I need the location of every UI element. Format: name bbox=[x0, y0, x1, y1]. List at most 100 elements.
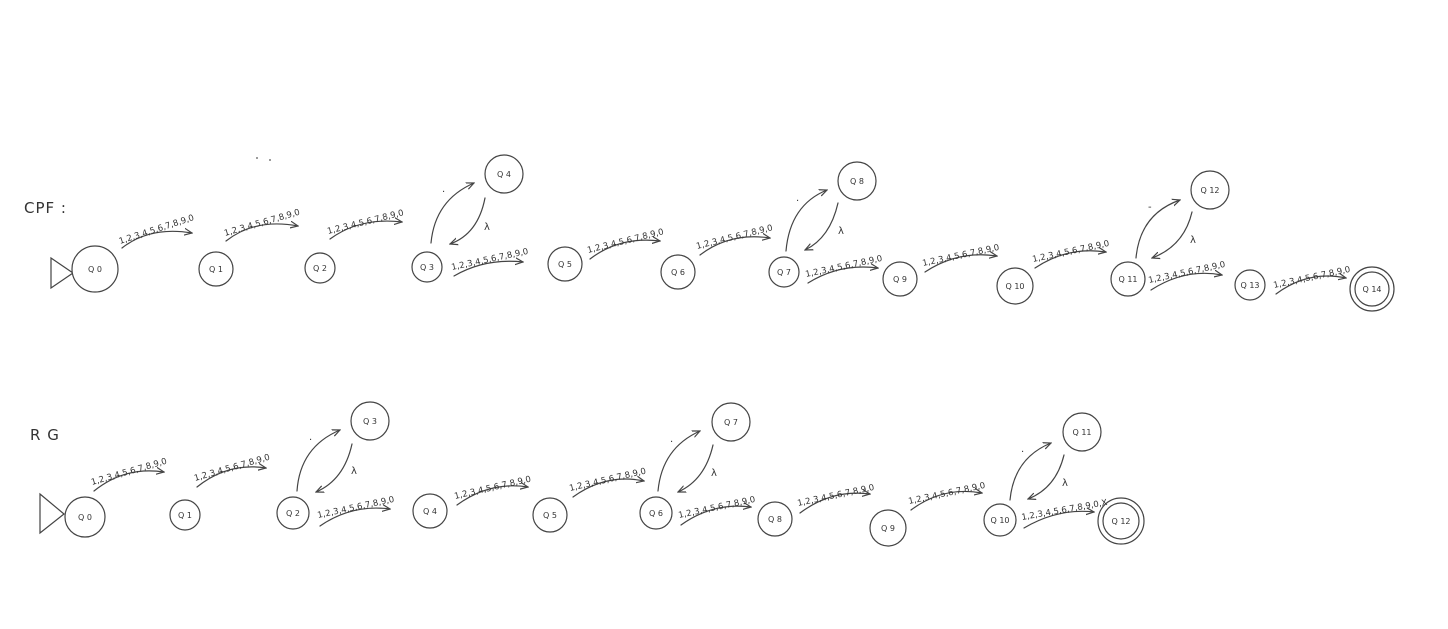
transition-label: λ bbox=[838, 226, 844, 237]
transition-q1-q2: 1,2,3,4,5,6,7,8,9,0 bbox=[223, 208, 301, 242]
state-q10[interactable]: Q 10 bbox=[996, 267, 1034, 305]
state-q8[interactable]: Q 8 bbox=[757, 501, 793, 537]
transition-q2-q3: 1,2,3,4,5,6,7,8,9,0 bbox=[326, 208, 405, 240]
transition-q6-q7: 1,2,3,4,5,6,7,8,9,0 bbox=[695, 223, 774, 256]
transition-label: 1,2,3,4,5,6,7,8,9,0 bbox=[678, 495, 757, 521]
transition-label: . bbox=[670, 434, 673, 445]
state-q2[interactable]: Q 2 bbox=[276, 496, 310, 530]
transition-q1-q2: 1,2,3,4,5,6,7,8,9,0 bbox=[193, 453, 271, 488]
transition-label: λ bbox=[351, 466, 357, 477]
transition-q2-q3: . bbox=[296, 430, 340, 492]
state-q2[interactable]: Q 2 bbox=[304, 252, 336, 284]
transition-label: λ bbox=[484, 222, 490, 233]
transition-label: 1,2,3,4,5,6,7,8,9,0 bbox=[451, 247, 530, 273]
state-q12[interactable]: Q 12 bbox=[1190, 170, 1230, 210]
transition-label: 1,2,3,4,5,6,7,8,9,0 bbox=[586, 227, 664, 256]
diagram-title: CPF : bbox=[24, 199, 67, 217]
transition-label: 1,2,3,4,5,6,7,8,9,0,X bbox=[1021, 498, 1109, 523]
transition-label: 1,2,3,4,5,6,7,8,9,0 bbox=[1273, 265, 1352, 291]
transition-q7-q8: . bbox=[785, 190, 827, 252]
transition-label: 1,2,3,4,5,6,7,8,9,0 bbox=[908, 481, 987, 507]
transition-q8-q7: λ bbox=[805, 202, 844, 250]
transition-q7-q9: 1,2,3,4,5,6,7,8,9,0 bbox=[805, 254, 883, 284]
state-q1[interactable]: Q 1 bbox=[198, 251, 234, 287]
transition-q12-q11: λ bbox=[1152, 211, 1196, 258]
state-label: Q 5 bbox=[558, 260, 572, 269]
transition-label: . bbox=[309, 432, 312, 443]
diagram-title: R G bbox=[30, 426, 60, 444]
transition-q7-q6: λ bbox=[678, 444, 717, 493]
state-label: Q 3 bbox=[363, 417, 377, 426]
transition-q5-q6: 1,2,3,4,5,6,7,8,9,0 bbox=[568, 467, 647, 498]
transition-q4-q3: λ bbox=[450, 197, 490, 244]
transition-label: 1,2,3,4,5,6,7,8,9,0 bbox=[453, 475, 532, 502]
state-label: Q 0 bbox=[78, 513, 92, 522]
state-q5[interactable]: Q 5 bbox=[532, 497, 568, 533]
state-q13[interactable]: Q 13 bbox=[1234, 269, 1266, 301]
transition-label: λ bbox=[1062, 478, 1068, 489]
stray-dot bbox=[269, 159, 271, 161]
transition-label: 1,2,3,4,5,6,7,8,9,0 bbox=[1032, 239, 1111, 265]
transition-q11-q12: - bbox=[1135, 200, 1180, 259]
transition-q6-q7: . bbox=[657, 430, 700, 492]
state-q8[interactable]: Q 8 bbox=[837, 161, 877, 201]
state-q11[interactable]: Q 11 bbox=[1062, 412, 1102, 452]
state-q12-final[interactable]: Q 12 bbox=[1097, 497, 1145, 545]
transition-q3-q5: 1,2,3,4,5,6,7,8,9,0 bbox=[451, 247, 530, 277]
transition-label: 1,2,3,4,5,6,7,8,9,0 bbox=[223, 208, 301, 239]
state-q7[interactable]: Q 7 bbox=[768, 256, 800, 288]
state-q1[interactable]: Q 1 bbox=[169, 499, 201, 531]
state-q9[interactable]: Q 9 bbox=[869, 509, 907, 547]
state-q0[interactable]: Q 0 bbox=[64, 496, 106, 538]
transition-q10-q11: . bbox=[1009, 443, 1051, 501]
transition-q10-q12: 1,2,3,4,5,6,7,8,9,0,X bbox=[1021, 498, 1109, 529]
initial-state-marker bbox=[50, 256, 75, 290]
state-q7[interactable]: Q 7 bbox=[711, 402, 751, 442]
rg-automaton: R G Q 0 Q 1 Q 2 Q 3 Q 4 Q 5 Q 6 bbox=[30, 401, 1145, 547]
transition-label: λ bbox=[1190, 235, 1196, 246]
transition-q3-q4: . bbox=[430, 183, 474, 244]
state-q0[interactable]: Q 0 bbox=[71, 245, 119, 293]
state-label: Q 14 bbox=[1362, 285, 1381, 294]
state-q14-final[interactable]: Q 14 bbox=[1349, 266, 1395, 312]
transition-label: 1,2,3,4,5,6,7,8,9,0 bbox=[797, 483, 876, 509]
state-label: Q 2 bbox=[286, 509, 300, 518]
transition-label: . bbox=[1021, 444, 1024, 455]
state-label: Q 1 bbox=[209, 265, 223, 274]
state-label: Q 4 bbox=[423, 507, 437, 516]
state-label: Q 5 bbox=[543, 511, 557, 520]
state-q11[interactable]: Q 11 bbox=[1110, 261, 1146, 297]
transition-q6-q8: 1,2,3,4,5,6,7,8,9,0 bbox=[678, 495, 757, 526]
state-q5[interactable]: Q 5 bbox=[547, 246, 583, 282]
transition-q9-q10: 1,2,3,4,5,6,7,8,9,0 bbox=[922, 243, 1000, 273]
state-label: Q 8 bbox=[768, 515, 782, 524]
transition-q4-q5: 1,2,3,4,5,6,7,8,9,0 bbox=[453, 475, 532, 506]
transition-label: 1,2,3,4,5,6,7,8,9,0 bbox=[90, 457, 168, 488]
state-label: Q 12 bbox=[1111, 517, 1130, 526]
state-q4[interactable]: Q 4 bbox=[412, 493, 448, 529]
transition-q2-q4: 1,2,3,4,5,6,7,8,9,0 bbox=[317, 495, 395, 527]
transition-q0-q1: 1,2,3,4,5,6,7,8,9,0 bbox=[90, 457, 168, 492]
cpf-automaton: CPF : Q 0 Q 1 Q 2 Q 3 Q 4 Q 5 bbox=[24, 154, 1395, 312]
state-q6[interactable]: Q 6 bbox=[639, 496, 673, 530]
stray-dot bbox=[256, 157, 258, 159]
state-q4[interactable]: Q 4 bbox=[484, 154, 524, 194]
state-label: Q 4 bbox=[497, 170, 511, 179]
transition-label: 1,2,3,4,5,6,7,8,9,0 bbox=[1148, 260, 1227, 286]
state-label: Q 11 bbox=[1072, 428, 1091, 437]
state-label: Q 0 bbox=[88, 265, 102, 274]
transition-q13-q14: 1,2,3,4,5,6,7,8,9,0 bbox=[1273, 265, 1352, 295]
state-q9[interactable]: Q 9 bbox=[882, 261, 918, 297]
state-q3[interactable]: Q 3 bbox=[411, 251, 443, 283]
state-q10[interactable]: Q 10 bbox=[983, 503, 1017, 537]
transition-q8-q9: 1,2,3,4,5,6,7,8,9,0 bbox=[797, 483, 876, 514]
transition-label: λ bbox=[711, 468, 717, 479]
state-q6[interactable]: Q 6 bbox=[660, 254, 696, 290]
transition-q9-q10: 1,2,3,4,5,6,7,8,9,0 bbox=[908, 481, 987, 511]
transition-label: . bbox=[796, 193, 799, 204]
state-label: Q 1 bbox=[178, 511, 192, 520]
state-label: Q 7 bbox=[724, 418, 738, 427]
state-q3[interactable]: Q 3 bbox=[350, 401, 390, 441]
transition-q5-q6: 1,2,3,4,5,6,7,8,9,0 bbox=[586, 227, 665, 260]
transition-label: . bbox=[442, 184, 445, 195]
